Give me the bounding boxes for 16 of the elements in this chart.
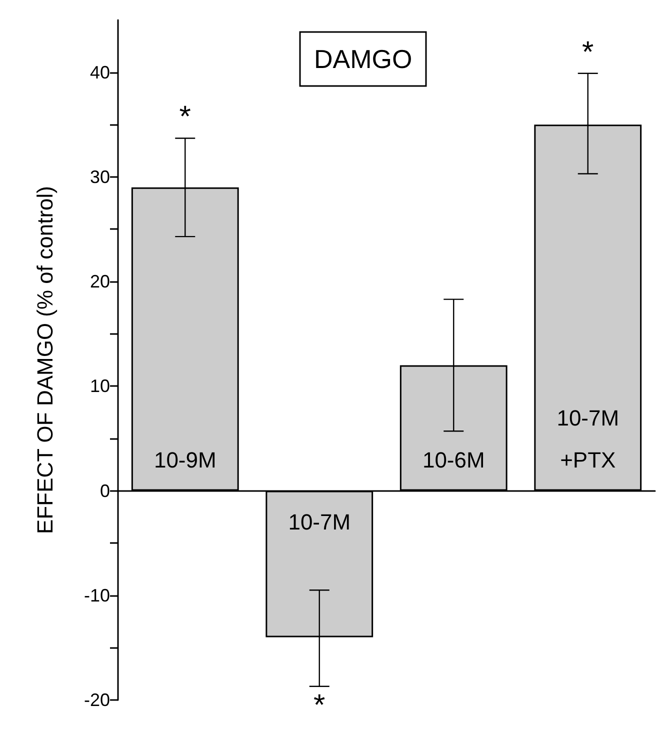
- x-tick-label: 10-7M: [288, 509, 351, 534]
- y-tick-label: 40: [90, 62, 110, 82]
- y-tick-label: -20: [84, 690, 110, 710]
- y-tick-label: 10: [90, 376, 110, 396]
- x-tick-label: 10-7M +PTX: [556, 405, 620, 472]
- y-tick-label: 30: [90, 166, 110, 187]
- annotation: *: [582, 36, 594, 69]
- y-tick-label: 0: [100, 480, 110, 501]
- annotation: *: [314, 688, 326, 722]
- y-tick-label: 20: [90, 272, 110, 292]
- text: DAMGO: [314, 44, 412, 74]
- y-axis-title: EFFECT OF DAMGO (% of control): [32, 186, 58, 534]
- x-tick-label: 10-9M: [154, 447, 216, 472]
- x-tick-label: 10-6M: [422, 447, 485, 472]
- annotation: *: [179, 100, 192, 134]
- y-tick-label: -10: [84, 585, 110, 606]
